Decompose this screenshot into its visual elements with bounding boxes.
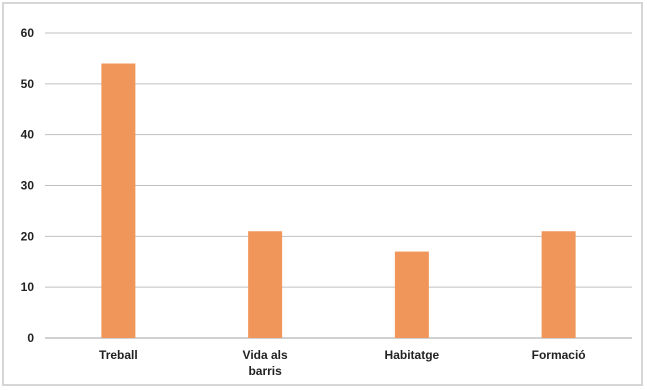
gridlines <box>45 32 632 339</box>
y-tick-label: 40 <box>21 128 35 142</box>
bar <box>394 251 429 338</box>
bars <box>101 63 576 338</box>
y-tick-label: 30 <box>21 179 35 193</box>
bar <box>541 231 576 338</box>
x-axis-labels: Treball Vida als barris Habitatge Formació <box>99 348 586 378</box>
y-tick-label: 10 <box>21 280 35 294</box>
y-tick-label: 20 <box>21 229 35 243</box>
x-tick-label: Formació <box>532 348 586 362</box>
y-axis-ticks: 0 10 20 30 40 50 60 <box>21 26 35 345</box>
bar <box>248 231 283 338</box>
y-tick-label: 50 <box>21 77 35 91</box>
x-tick-label: Vida als barris <box>243 348 288 378</box>
x-tick-label: Habitatge <box>385 348 440 362</box>
x-tick-label: Treball <box>99 348 138 362</box>
bar <box>101 63 136 338</box>
y-tick-label: 60 <box>21 26 35 40</box>
y-tick-label: 0 <box>27 331 34 345</box>
